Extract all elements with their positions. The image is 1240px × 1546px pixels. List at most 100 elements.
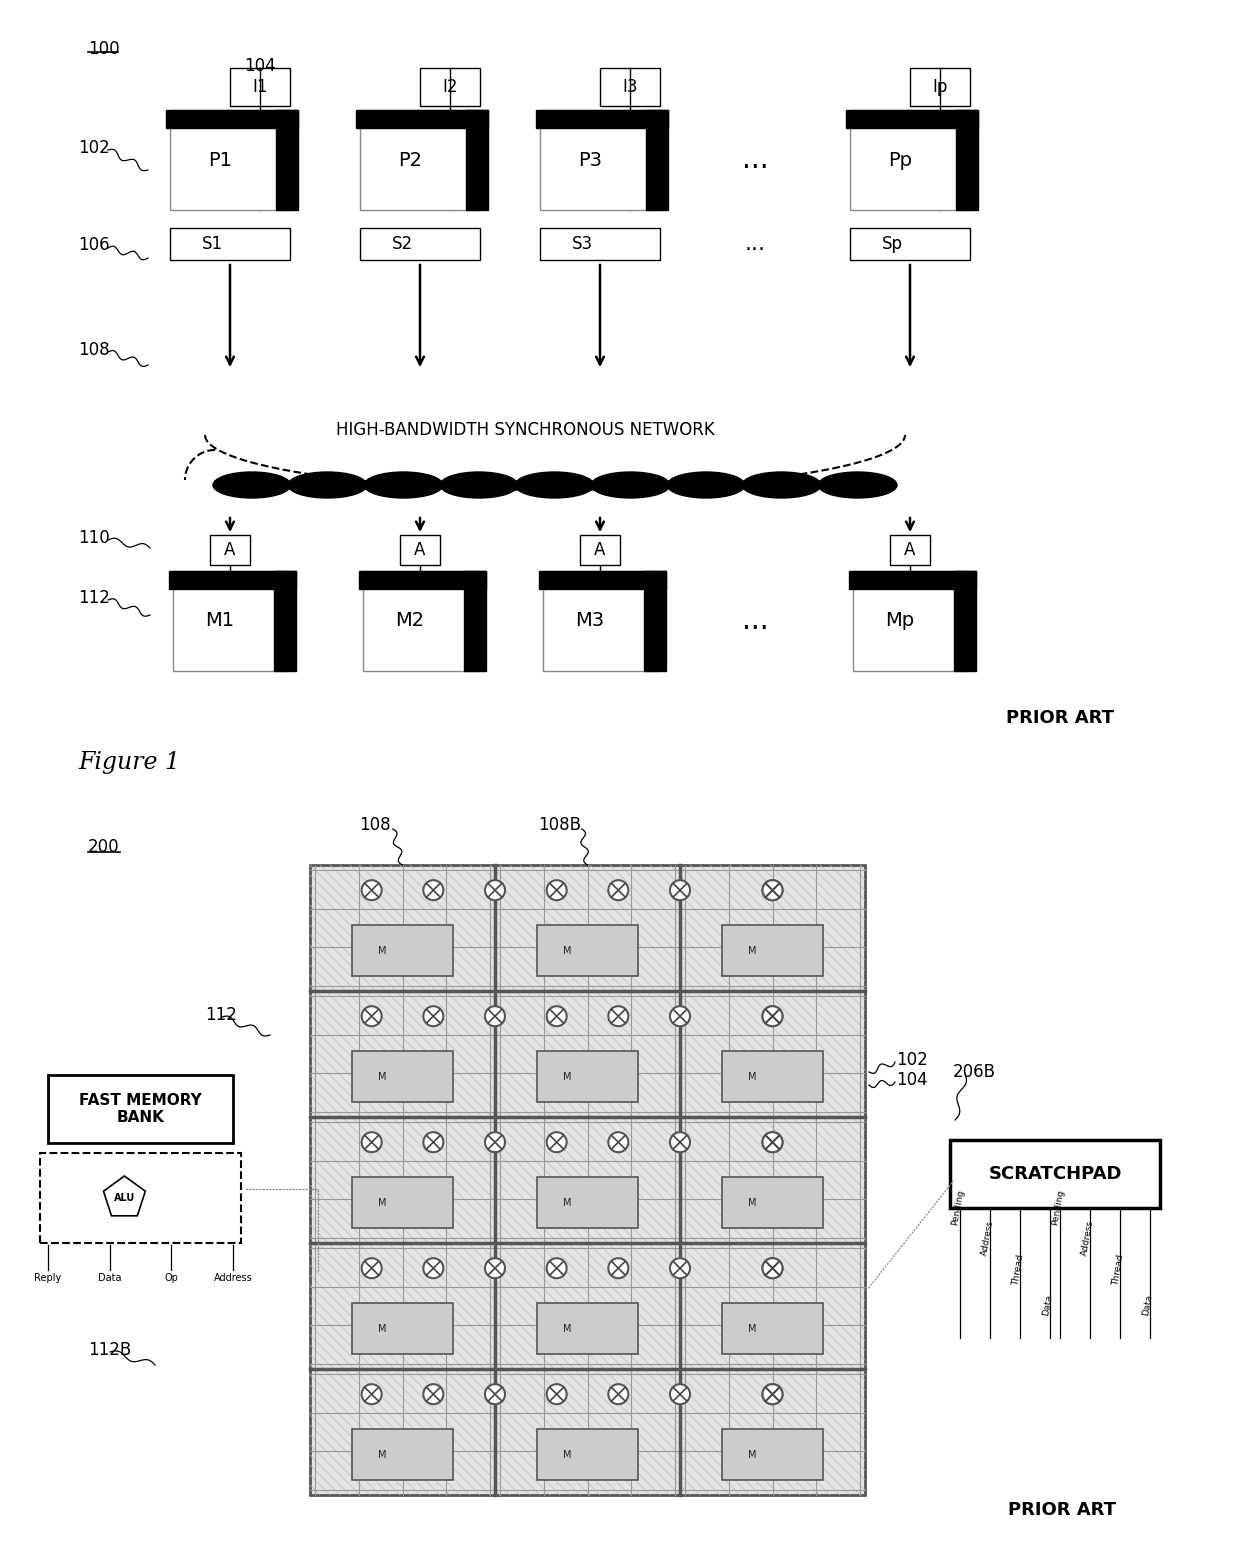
Circle shape — [763, 1132, 782, 1152]
Text: M: M — [563, 1323, 572, 1334]
Circle shape — [763, 1006, 782, 1027]
FancyBboxPatch shape — [722, 926, 823, 976]
FancyBboxPatch shape — [600, 68, 660, 107]
Text: Pending: Pending — [1050, 1189, 1065, 1226]
FancyBboxPatch shape — [890, 535, 930, 564]
FancyBboxPatch shape — [172, 570, 288, 671]
Text: ...: ... — [742, 608, 769, 635]
Text: FAST MEMORY
BANK: FAST MEMORY BANK — [79, 1093, 202, 1125]
Circle shape — [547, 1006, 567, 1027]
Circle shape — [609, 1258, 629, 1279]
Circle shape — [547, 1384, 567, 1404]
Text: 112B: 112B — [88, 1340, 131, 1359]
Polygon shape — [169, 570, 295, 589]
Circle shape — [362, 1006, 382, 1027]
Text: M: M — [563, 1198, 572, 1207]
Polygon shape — [646, 110, 668, 210]
FancyBboxPatch shape — [352, 1051, 454, 1102]
Circle shape — [763, 880, 782, 900]
Ellipse shape — [288, 472, 367, 498]
Text: Figure 1: Figure 1 — [78, 750, 180, 773]
FancyBboxPatch shape — [539, 227, 660, 260]
Ellipse shape — [742, 472, 821, 498]
Text: M: M — [748, 1323, 756, 1334]
Circle shape — [763, 1132, 782, 1152]
Text: S2: S2 — [392, 235, 413, 254]
Polygon shape — [954, 570, 976, 671]
Polygon shape — [848, 570, 976, 589]
Text: A: A — [594, 541, 605, 560]
Text: 104: 104 — [897, 1071, 928, 1088]
Circle shape — [670, 1006, 689, 1027]
Text: Pending: Pending — [950, 1189, 966, 1226]
Ellipse shape — [213, 472, 291, 498]
Circle shape — [485, 880, 505, 900]
Text: P3: P3 — [578, 150, 601, 170]
FancyBboxPatch shape — [537, 1178, 639, 1228]
Text: M: M — [378, 1323, 387, 1334]
FancyBboxPatch shape — [539, 110, 660, 210]
Text: I3: I3 — [622, 77, 637, 96]
Polygon shape — [466, 110, 489, 210]
Circle shape — [670, 880, 689, 900]
Text: M: M — [748, 1450, 756, 1459]
Text: PRIOR ART: PRIOR ART — [1006, 710, 1114, 727]
FancyBboxPatch shape — [170, 110, 290, 210]
Polygon shape — [103, 1177, 145, 1215]
FancyBboxPatch shape — [360, 110, 480, 210]
FancyBboxPatch shape — [910, 68, 970, 107]
FancyBboxPatch shape — [722, 1051, 823, 1102]
FancyBboxPatch shape — [210, 535, 250, 564]
Circle shape — [609, 1384, 629, 1404]
Circle shape — [609, 1132, 629, 1152]
FancyBboxPatch shape — [48, 1074, 233, 1142]
Text: M3: M3 — [575, 612, 605, 631]
Text: 100: 100 — [88, 40, 119, 59]
Text: M: M — [563, 1450, 572, 1459]
Text: Address: Address — [213, 1272, 253, 1283]
Circle shape — [485, 1006, 505, 1027]
Circle shape — [423, 880, 444, 900]
Text: A: A — [414, 541, 425, 560]
Polygon shape — [277, 110, 298, 210]
FancyBboxPatch shape — [580, 535, 620, 564]
Text: Thread: Thread — [1111, 1254, 1125, 1286]
Text: 108B: 108B — [538, 816, 582, 833]
Circle shape — [670, 1384, 689, 1404]
Text: S3: S3 — [572, 235, 593, 254]
Text: HIGH-BANDWIDTH SYNCHRONOUS NETWORK: HIGH-BANDWIDTH SYNCHRONOUS NETWORK — [336, 421, 714, 439]
Polygon shape — [644, 570, 666, 671]
Ellipse shape — [591, 472, 670, 498]
Circle shape — [362, 1132, 382, 1152]
Text: 112: 112 — [205, 1006, 237, 1023]
Circle shape — [609, 1006, 629, 1027]
Circle shape — [423, 1384, 444, 1404]
FancyBboxPatch shape — [362, 570, 477, 671]
Circle shape — [423, 1006, 444, 1027]
Text: 108: 108 — [78, 342, 109, 359]
FancyBboxPatch shape — [722, 1178, 823, 1228]
Text: I1: I1 — [252, 77, 268, 96]
Circle shape — [362, 1258, 382, 1279]
FancyBboxPatch shape — [352, 1178, 454, 1228]
Text: Ip: Ip — [932, 77, 947, 96]
Text: M: M — [748, 946, 756, 955]
Text: M: M — [378, 946, 387, 955]
Text: PRIOR ART: PRIOR ART — [1008, 1501, 1116, 1520]
Circle shape — [763, 1384, 782, 1404]
Text: M2: M2 — [396, 612, 424, 631]
Text: 104: 104 — [244, 57, 275, 76]
FancyBboxPatch shape — [40, 1153, 241, 1243]
Text: 110: 110 — [78, 529, 110, 547]
Circle shape — [547, 1132, 567, 1152]
Text: Data: Data — [1042, 1294, 1054, 1316]
Text: A: A — [904, 541, 915, 560]
Text: M: M — [748, 1198, 756, 1207]
Circle shape — [763, 880, 782, 900]
Text: S1: S1 — [201, 235, 222, 254]
FancyBboxPatch shape — [229, 68, 290, 107]
Text: M: M — [748, 1071, 756, 1082]
Text: M: M — [563, 1071, 572, 1082]
Text: I2: I2 — [443, 77, 458, 96]
Text: Op: Op — [165, 1272, 179, 1283]
